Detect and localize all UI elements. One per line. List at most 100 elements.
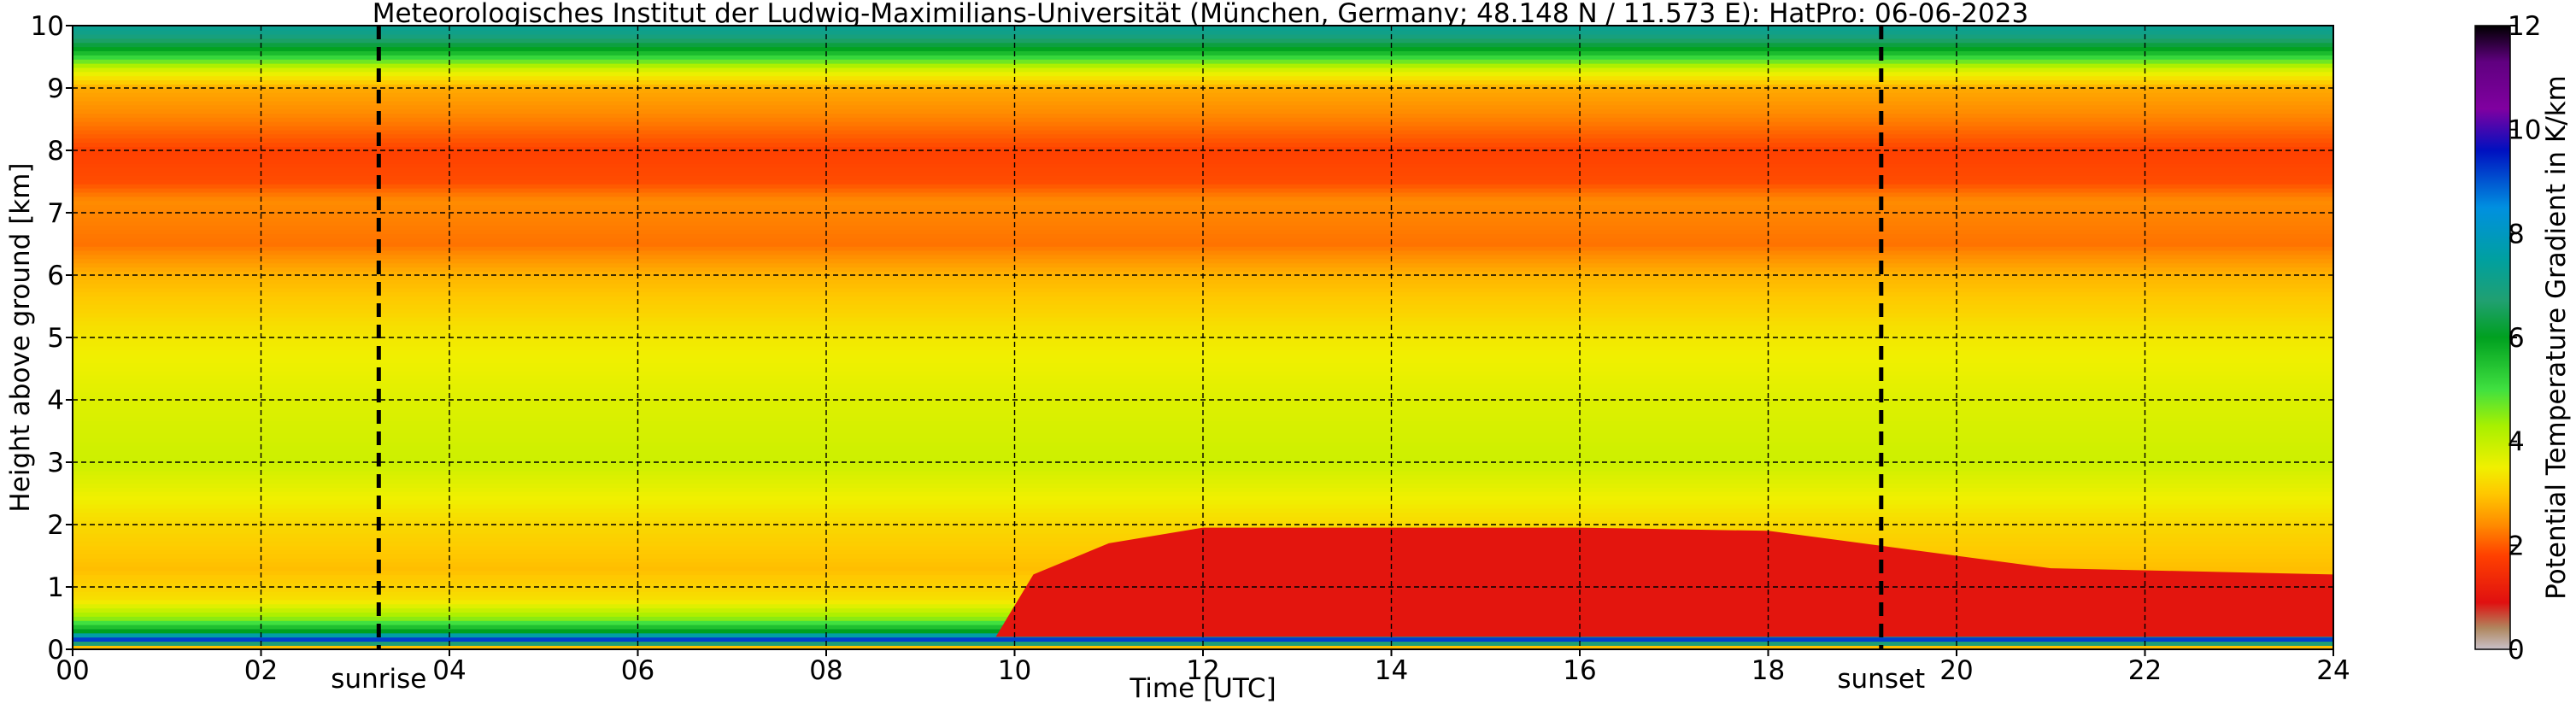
annotation-lines: [376, 26, 1884, 649]
heatmap-row: [73, 271, 2333, 276]
heatmap-row: [73, 378, 2333, 384]
heatmap-row: [73, 191, 2333, 197]
heatmap-row: [73, 287, 2333, 293]
y-tick-label: 5: [47, 323, 64, 354]
y-tick-label: 4: [47, 385, 64, 416]
y-tick-label: 9: [47, 73, 64, 104]
x-tick-label: 00: [56, 655, 89, 686]
heatmap-row: [73, 499, 2333, 505]
x-tick-label: 20: [1939, 655, 1973, 686]
y-tick-label: 6: [47, 261, 64, 291]
x-tick-label: 16: [1563, 655, 1596, 686]
colorbar-scale: [2474, 25, 2511, 650]
colorbar-ticks: 0 2 4 6 8 10 12: [2508, 11, 2541, 666]
heatmap-row: [73, 117, 2333, 122]
x-tick-label: 08: [809, 655, 842, 686]
annotation-labels: sunrise sunset: [331, 664, 1925, 695]
colorbar-tick-label: 12: [2508, 11, 2541, 42]
plot-area: [72, 25, 2334, 650]
x-tick-label: 12: [1186, 655, 1219, 686]
heatmap-row: [73, 345, 2333, 351]
heatmap-row: [73, 458, 2333, 463]
colorbar: 0 2 4 6 8 10 12 Potential Temperature Gradient…: [2474, 11, 2572, 666]
heatmap-row: [73, 216, 2333, 222]
heatmap-row: [73, 645, 2333, 650]
heatmap-row: [73, 125, 2333, 131]
heatmap-row: [73, 79, 2333, 85]
heatmap-row: [73, 183, 2333, 189]
y-tick-label: 0: [47, 635, 64, 666]
y-tick-label: 2: [47, 510, 64, 541]
heatmap-row: [73, 38, 2333, 44]
heatmap-row: [73, 387, 2333, 393]
y-tick-label: 3: [47, 448, 64, 478]
x-axis-label: Time [UTC]: [1129, 673, 1276, 704]
heatmap-row: [73, 175, 2333, 180]
heatmap-row: [73, 142, 2333, 147]
y-tick-label: 7: [47, 198, 64, 229]
heatmap-row: [73, 233, 2333, 238]
y-tick-label: 1: [47, 572, 64, 603]
heatmap-row: [73, 71, 2333, 77]
x-tick-label: 24: [2316, 655, 2350, 686]
heatmap-row: [73, 449, 2333, 455]
heatmap-row: [73, 516, 2333, 521]
y-axis-label: Height above ground [km]: [5, 162, 36, 512]
heatmap-row: [73, 370, 2333, 376]
heatmap-row: [73, 150, 2333, 155]
heatmap-row: [73, 354, 2333, 360]
heatmap-row: [73, 158, 2333, 164]
heatmap-row: [73, 362, 2333, 367]
heatmap-row: [73, 466, 2333, 472]
heatmap-row: [73, 507, 2333, 513]
colorbar-tick-label: 8: [2508, 219, 2525, 249]
sunrise-label: sunrise: [331, 664, 426, 695]
x-tick-label: 14: [1375, 655, 1408, 686]
y-tick-label: 8: [47, 136, 64, 167]
heatmap-row: [73, 225, 2333, 231]
heatmap-features: [995, 527, 2333, 637]
heatmap-row: [73, 304, 2333, 309]
y-tick-label: 10: [31, 11, 64, 42]
heatmap-row: [73, 200, 2333, 206]
sunset-label: sunset: [1837, 664, 1925, 695]
grid-lines: [73, 26, 2333, 649]
x-tick-label: 02: [244, 655, 278, 686]
colorbar-tick-label: 4: [2508, 427, 2525, 458]
x-tick-label: 10: [998, 655, 1031, 686]
heatmap-row: [73, 491, 2333, 496]
colorbar-tick-label: 10: [2508, 115, 2541, 146]
heatmap-row: [73, 62, 2333, 68]
x-tick-label: 22: [2128, 655, 2162, 686]
heatmap-row: [73, 296, 2333, 301]
y-axis: 0 1 2 3 4 5 6 7 8 9 10: [31, 11, 73, 666]
heatmap-row: [73, 133, 2333, 139]
chart-title: Meteorologisches Institut der Ludwig-Max…: [373, 0, 2028, 29]
colorbar-tick-label: 0: [2508, 635, 2525, 666]
colorbar-label: Potential Temperature Gradient in K/km: [2541, 75, 2572, 600]
heatmap-row: [73, 483, 2333, 488]
x-tick-label: 06: [621, 655, 654, 686]
heatmap-row: [73, 474, 2333, 480]
mixed-layer-region: [995, 527, 2333, 637]
heatmap-row: [73, 29, 2333, 35]
heatmap-row: [73, 637, 2333, 642]
heatmap-row: [73, 279, 2333, 285]
heatmap-row: [73, 320, 2333, 326]
x-tick-label: 04: [432, 655, 466, 686]
x-axis: 00 02 04 06 08 10 12 14 16 18 20 22 24: [56, 649, 2350, 686]
heatmap-row: [73, 337, 2333, 343]
heatmap-row: [73, 167, 2333, 173]
heatmap-row: [73, 46, 2333, 51]
heatmap-row: [73, 432, 2333, 438]
heatmap-row: [73, 525, 2333, 530]
colorbar-tick-label: 2: [2508, 531, 2525, 561]
x-tick-label: 18: [1752, 655, 1785, 686]
heatmap-row: [73, 329, 2333, 334]
heatmap-row: [73, 441, 2333, 447]
heatmap-row: [73, 55, 2333, 60]
colorbar-tick-label: 6: [2508, 323, 2525, 354]
heatmap-row: [73, 312, 2333, 318]
heatmap-row: [73, 208, 2333, 214]
